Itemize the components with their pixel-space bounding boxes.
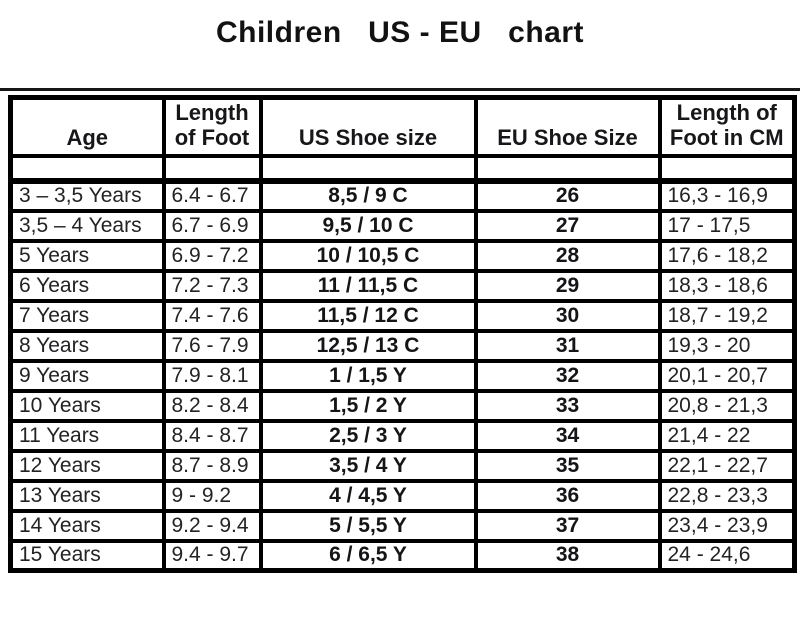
eu-size-cell: 38	[473, 538, 662, 573]
age-cell: 8 Years	[8, 328, 166, 363]
table-row: 6 Years 7.2 - 7.3 11 / 11,5 C 29 18,3 - …	[8, 268, 797, 303]
eu-size-cell: 35	[473, 448, 662, 483]
foot-length-cell: 9.4 - 9.7	[161, 538, 263, 573]
age-cell: 3 – 3,5 Years	[8, 178, 166, 213]
eu-size-cell: 36	[473, 478, 662, 513]
col-header-us-size: US Shoe size	[258, 95, 478, 158]
us-size-cell: 8,5 / 9 C	[258, 178, 478, 213]
foot-length-cell: 7.2 - 7.3	[161, 268, 263, 303]
foot-length-cell: 6.7 - 6.9	[161, 208, 263, 243]
cm-length-cell: 17,6 - 18,2	[657, 238, 797, 273]
age-cell: 14 Years	[8, 508, 166, 543]
col-header-cm-length-line1: Length of	[676, 100, 777, 125]
spacer-cell	[8, 153, 166, 184]
spacer-cell	[657, 153, 797, 184]
us-size-cell: 6 / 6,5 Y	[258, 538, 478, 573]
page-title: Children US - EU chart	[215, 16, 585, 49]
foot-length-cell: 8.7 - 8.9	[161, 448, 263, 483]
col-header-age: Age	[8, 95, 166, 158]
foot-length-cell: 6.9 - 7.2	[161, 238, 263, 273]
table-row: 3 – 3,5 Years 6.4 - 6.7 8,5 / 9 C 26 16,…	[8, 178, 797, 213]
col-header-cm-length: Length of Foot in CM	[657, 95, 797, 158]
foot-length-cell: 7.9 - 8.1	[161, 358, 263, 393]
us-size-cell: 1,5 / 2 Y	[258, 388, 478, 423]
col-header-foot-length: Length of Foot	[161, 95, 263, 158]
eu-size-cell: 30	[473, 298, 662, 333]
foot-length-cell: 8.2 - 8.4	[161, 388, 263, 423]
foot-length-cell: 7.6 - 7.9	[161, 328, 263, 363]
cm-length-cell: 22,1 - 22,7	[657, 448, 797, 483]
spacer-cell	[161, 153, 263, 184]
age-cell: 15 Years	[8, 538, 166, 573]
foot-length-cell: 6.4 - 6.7	[161, 178, 263, 213]
table-row: 11 Years 8.4 - 8.7 2,5 / 3 Y 34 21,4 - 2…	[8, 418, 797, 453]
eu-size-cell: 26	[473, 178, 662, 213]
table-row: 8 Years 7.6 - 7.9 12,5 / 13 C 31 19,3 - …	[8, 328, 797, 363]
foot-length-cell: 7.4 - 7.6	[161, 298, 263, 333]
spacer-cell	[473, 153, 662, 184]
table-row: 10 Years 8.2 - 8.4 1,5 / 2 Y 33 20,8 - 2…	[8, 388, 797, 423]
cm-length-cell: 22,8 - 23,3	[657, 478, 797, 513]
cm-length-cell: 17 - 17,5	[657, 208, 797, 243]
cm-length-cell: 20,8 - 21,3	[657, 388, 797, 423]
spacer-row	[8, 153, 797, 184]
age-cell: 10 Years	[8, 388, 166, 423]
cm-length-cell: 21,4 - 22	[657, 418, 797, 453]
table-row: 5 Years 6.9 - 7.2 10 / 10,5 C 28 17,6 - …	[8, 238, 797, 273]
col-header-foot-length-line2: of Foot	[174, 125, 250, 151]
eu-size-cell: 37	[473, 508, 662, 543]
size-chart-table: Age Length of Foot US Shoe size EU Shoe …	[8, 95, 797, 574]
us-size-cell: 2,5 / 3 Y	[258, 418, 478, 453]
table-row: 12 Years 8.7 - 8.9 3,5 / 4 Y 35 22,1 - 2…	[8, 448, 797, 483]
us-size-cell: 1 / 1,5 Y	[258, 358, 478, 393]
col-header-foot-length-line1: Length	[175, 100, 249, 125]
foot-length-cell: 9 - 9.2	[161, 478, 263, 513]
us-size-cell: 9,5 / 10 C	[258, 208, 478, 243]
eu-size-cell: 32	[473, 358, 662, 393]
spacer-cell	[258, 153, 478, 184]
eu-size-cell: 27	[473, 208, 662, 243]
col-header-eu-size: EU Shoe Size	[473, 95, 662, 158]
eu-size-cell: 31	[473, 328, 662, 363]
cm-length-cell: 24 - 24,6	[657, 538, 797, 573]
us-size-cell: 11 / 11,5 C	[258, 268, 478, 303]
foot-length-cell: 8.4 - 8.7	[161, 418, 263, 453]
us-size-cell: 4 / 4,5 Y	[258, 478, 478, 513]
eu-size-cell: 29	[473, 268, 662, 303]
cm-length-cell: 18,3 - 18,6	[657, 268, 797, 303]
cm-length-cell: 23,4 - 23,9	[657, 508, 797, 543]
table-row: 3,5 – 4 Years 6.7 - 6.9 9,5 / 10 C 27 17…	[8, 208, 797, 243]
cm-length-cell: 19,3 - 20	[657, 328, 797, 363]
cm-length-cell: 16,3 - 16,9	[657, 178, 797, 213]
age-cell: 6 Years	[8, 268, 166, 303]
us-size-cell: 3,5 / 4 Y	[258, 448, 478, 483]
age-cell: 7 Years	[8, 298, 166, 333]
age-cell: 5 Years	[8, 238, 166, 273]
col-header-cm-length-line2: Foot in CM	[669, 125, 784, 151]
top-rule	[0, 88, 800, 91]
us-size-cell: 5 / 5,5 Y	[258, 508, 478, 543]
cm-length-cell: 18,7 - 19,2	[657, 298, 797, 333]
table-row: 14 Years 9.2 - 9.4 5 / 5,5 Y 37 23,4 - 2…	[8, 508, 797, 543]
us-size-cell: 11,5 / 12 C	[258, 298, 478, 333]
age-cell: 9 Years	[8, 358, 166, 393]
age-cell: 3,5 – 4 Years	[8, 208, 166, 243]
table-row: 13 Years 9 - 9.2 4 / 4,5 Y 36 22,8 - 23,…	[8, 478, 797, 513]
us-size-cell: 12,5 / 13 C	[258, 328, 478, 363]
table-row: 15 Years 9.4 - 9.7 6 / 6,5 Y 38 24 - 24,…	[8, 538, 797, 573]
age-cell: 12 Years	[8, 448, 166, 483]
us-size-cell: 10 / 10,5 C	[258, 238, 478, 273]
cm-length-cell: 20,1 - 20,7	[657, 358, 797, 393]
table-row: 9 Years 7.9 - 8.1 1 / 1,5 Y 32 20,1 - 20…	[8, 358, 797, 393]
foot-length-cell: 9.2 - 9.4	[161, 508, 263, 543]
eu-size-cell: 33	[473, 388, 662, 423]
eu-size-cell: 34	[473, 418, 662, 453]
header-row: Age Length of Foot US Shoe size EU Shoe …	[8, 95, 797, 158]
age-cell: 13 Years	[8, 478, 166, 513]
table-row: 7 Years 7.4 - 7.6 11,5 / 12 C 30 18,7 - …	[8, 298, 797, 333]
age-cell: 11 Years	[8, 418, 166, 453]
eu-size-cell: 28	[473, 238, 662, 273]
